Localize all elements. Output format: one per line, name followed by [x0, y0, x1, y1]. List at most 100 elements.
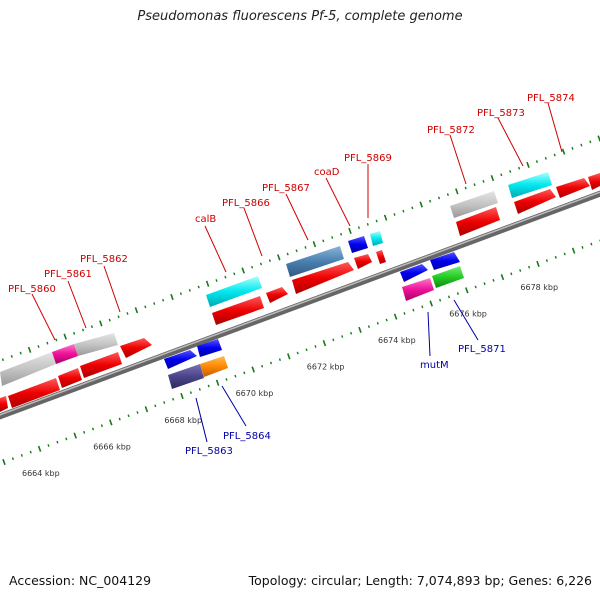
minor-tick: [439, 298, 442, 302]
gene-features: [0, 172, 600, 412]
minor-tick: [108, 318, 111, 322]
minor-tick: [456, 292, 459, 296]
minor-tick: [90, 325, 93, 329]
gene-feature-magenta[interactable]: [52, 344, 78, 364]
gene-feature-red[interactable]: [0, 396, 8, 412]
minor-tick: [215, 279, 218, 282]
minor-tick: [46, 341, 49, 345]
genome-backbone: [0, 190, 600, 420]
minor-tick: [207, 384, 210, 388]
gene-feature-red[interactable]: [376, 250, 386, 264]
gene-feature-red[interactable]: [266, 287, 288, 303]
gene-feature-steel[interactable]: [286, 246, 344, 277]
gene-label-coad[interactable]: coaD: [314, 167, 351, 227]
gene-label-pfl-5864[interactable]: PFL_5864: [221, 385, 271, 442]
minor-tick: [437, 196, 441, 200]
gene-feature-cyan[interactable]: [508, 172, 552, 198]
gene-feature-cyan[interactable]: [370, 231, 383, 246]
minor-tick: [528, 265, 531, 269]
gene-feature-blue[interactable]: [164, 350, 197, 369]
gene-label-text: PFL_5866: [222, 198, 270, 209]
minor-tick: [322, 239, 325, 243]
gene-feature-blue[interactable]: [197, 339, 222, 357]
major-tick: [393, 313, 398, 320]
gene-feature-red[interactable]: [514, 189, 556, 214]
gene-feature-blue[interactable]: [400, 264, 428, 282]
minor-tick: [91, 427, 95, 431]
major-tick: [73, 432, 77, 439]
gene-feature-red[interactable]: [292, 262, 354, 294]
minor-tick: [510, 272, 513, 276]
gene-label-mutm[interactable]: mutM: [420, 311, 449, 371]
minor-tick: [47, 444, 50, 447]
major-tick: [277, 254, 281, 261]
minor-tick: [154, 404, 157, 408]
minor-tick: [483, 282, 486, 286]
gene-feature-red[interactable]: [354, 254, 372, 269]
minor-tick: [224, 275, 227, 279]
gene-feature-red[interactable]: [212, 296, 264, 325]
gene-label-text: PFL_5874: [527, 93, 575, 104]
minor-tick: [278, 358, 281, 362]
gene-label-pfl-5866[interactable]: PFL_5866: [222, 198, 270, 257]
minor-tick: [421, 305, 424, 309]
minor-tick: [474, 285, 477, 289]
genome-summary-text: Topology: circular; Length: 7,074,893 bp…: [248, 573, 592, 588]
gene-label-text: coaD: [314, 167, 340, 178]
major-tick: [241, 267, 245, 274]
gene-label-pfl-5872[interactable]: PFL_5872: [427, 125, 475, 185]
gene-label-text: PFL_5862: [80, 254, 128, 265]
scale-tick-label: 6670 kbp: [236, 389, 274, 398]
minor-tick: [581, 245, 584, 249]
minor-tick: [553, 153, 556, 157]
minor-tick: [509, 170, 512, 173]
gene-label-pfl-5874[interactable]: PFL_5874: [527, 93, 575, 153]
gene-feature-blue[interactable]: [348, 236, 368, 253]
gene-label-pfl-5867[interactable]: PFL_5867: [262, 183, 310, 241]
gene-label-pfl-5873[interactable]: PFL_5873: [477, 108, 525, 167]
gene-feature-red[interactable]: [120, 338, 152, 358]
major-tick: [322, 340, 327, 347]
major-tick: [180, 392, 184, 400]
major-tick: [215, 379, 220, 386]
minor-tick: [482, 179, 485, 183]
gene-label-pfl-5871[interactable]: PFL_5871: [453, 299, 506, 355]
gene-feature-blue[interactable]: [430, 252, 460, 270]
gene-feature-gray[interactable]: [0, 352, 56, 386]
gene-label-text: PFL_5869: [344, 153, 392, 164]
gene-label-pfl-5869[interactable]: PFL_5869: [344, 153, 392, 218]
minor-tick: [19, 351, 22, 355]
gene-feature-slate[interactable]: [168, 364, 204, 389]
minor-tick: [179, 292, 182, 296]
minor-tick: [314, 345, 317, 348]
gene-label-pfl-5861[interactable]: PFL_5861: [44, 269, 92, 329]
gene-feature-red[interactable]: [556, 178, 590, 198]
minor-tick: [341, 335, 344, 338]
gene-feature-red[interactable]: [58, 368, 82, 388]
minor-tick: [446, 193, 449, 197]
minor-tick: [350, 331, 353, 335]
gene-feature-red[interactable]: [588, 173, 600, 190]
gene-feature-magenta[interactable]: [402, 278, 434, 301]
minor-tick: [544, 156, 547, 160]
minor-tick: [269, 361, 273, 365]
gene-feature-orange[interactable]: [200, 356, 228, 377]
gene-label-text: PFL_5863: [185, 446, 233, 457]
major-tick: [561, 148, 566, 155]
gene-feature-red[interactable]: [456, 207, 500, 236]
gene-feature-red[interactable]: [8, 378, 60, 408]
minor-tick: [500, 173, 503, 177]
gene-label-pfl-5863[interactable]: PFL_5863: [185, 397, 233, 457]
gene-feature-gray[interactable]: [450, 191, 498, 218]
minor-tick: [251, 265, 254, 269]
gene-feature-green[interactable]: [432, 266, 464, 288]
minor-tick: [55, 338, 58, 342]
gene-label-pfl-5862[interactable]: PFL_5862: [80, 254, 128, 313]
gene-label-pfl-5860[interactable]: PFL_5860: [8, 284, 56, 341]
major-tick: [500, 274, 505, 281]
gene-label-calb[interactable]: calB: [195, 214, 227, 273]
gene-feature-red[interactable]: [80, 352, 122, 378]
upper-tick-track: [1, 135, 600, 362]
gene-feature-cyan[interactable]: [206, 276, 262, 307]
gene-feature-gray[interactable]: [74, 333, 118, 356]
